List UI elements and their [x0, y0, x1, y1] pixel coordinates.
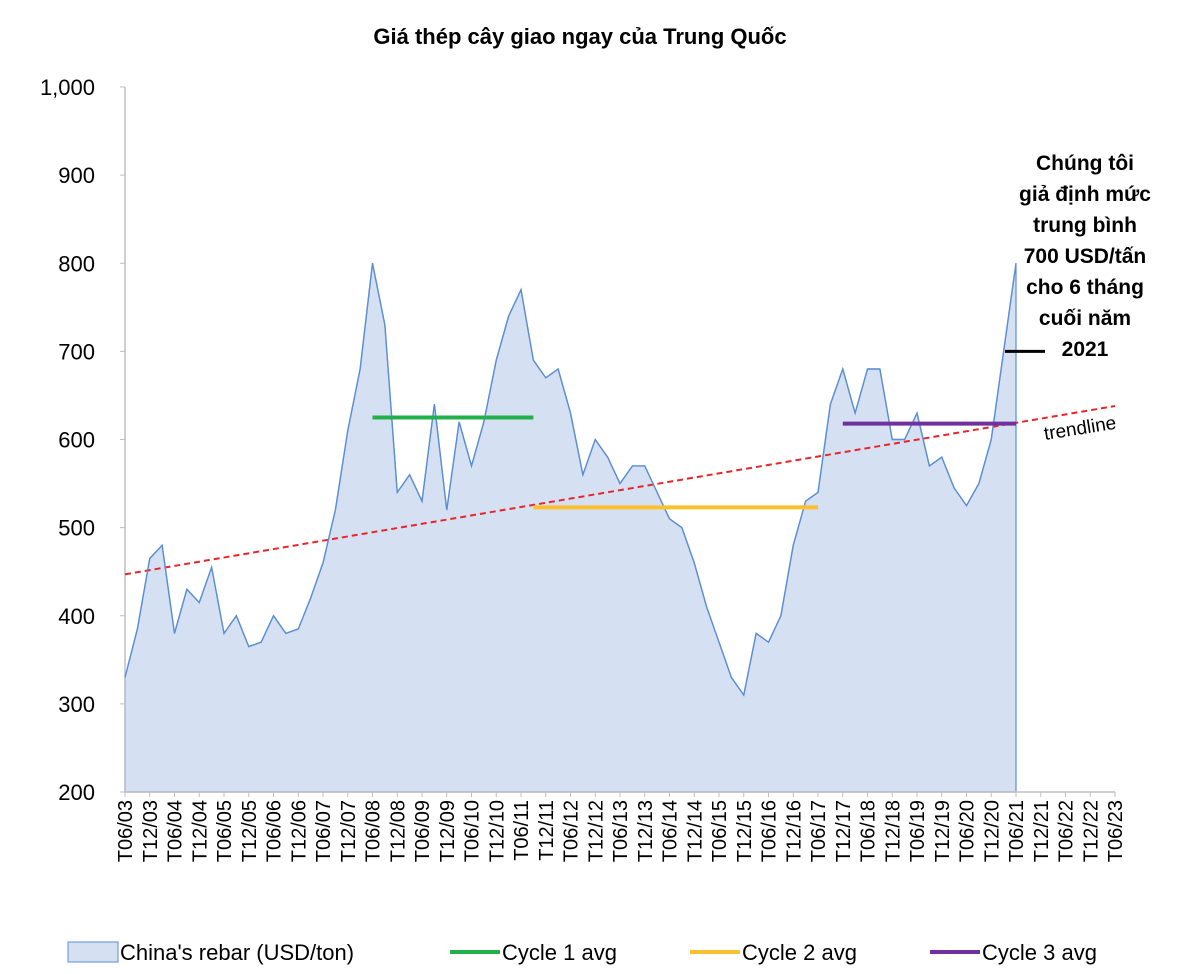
y-tick-label: 300 — [58, 692, 95, 717]
legend-label: Cycle 1 avg — [502, 940, 617, 965]
annotation-text: Chúng tôi — [1036, 152, 1134, 175]
x-tick-label: T12/16 — [783, 800, 805, 862]
y-tick-label: 600 — [58, 428, 95, 453]
x-tick-label: T12/05 — [239, 800, 261, 862]
y-tick-label: 800 — [58, 251, 95, 276]
x-tick-label: T06/07 — [313, 800, 335, 862]
x-tick-label: T06/17 — [808, 800, 830, 862]
x-tick-label: T06/08 — [363, 800, 385, 862]
x-tick-label: T12/22 — [1080, 800, 1102, 862]
x-tick-label: T06/16 — [759, 800, 781, 862]
legend-item: Cycle 3 avg — [930, 940, 1097, 965]
annotation-text: giả định mức — [1019, 183, 1151, 206]
y-tick-label: 1,000 — [40, 75, 95, 100]
x-tick-label: T06/13 — [610, 800, 632, 862]
x-tick-label: T12/04 — [189, 800, 211, 862]
chart-title: Giá thép cây giao ngay của Trung Quốc — [373, 24, 786, 49]
x-tick-label: T12/08 — [387, 800, 409, 862]
x-tick-label: T12/12 — [585, 800, 607, 862]
legend-item: China's rebar (USD/ton) — [67, 940, 354, 965]
area-line — [124, 263, 1017, 697]
annotation-text: trung bình — [1033, 214, 1137, 237]
annotation-text: 700 USD/tấn — [1024, 245, 1147, 268]
x-tick-label: T06/21 — [1006, 800, 1028, 862]
trendline-label: trendline — [1042, 413, 1117, 445]
x-tick-label: T06/10 — [462, 800, 484, 862]
x-tick-label: T12/13 — [635, 800, 657, 862]
legend-item: Cycle 2 avg — [690, 940, 857, 965]
x-tick-label: T06/18 — [858, 800, 880, 862]
x-tick-label: T12/19 — [932, 800, 954, 862]
annotation-text: cuối năm — [1039, 307, 1131, 330]
area-fill — [124, 263, 1017, 793]
x-tick-label: T12/20 — [981, 800, 1003, 862]
trendline — [124, 405, 1116, 576]
x-tick-label: T06/19 — [907, 800, 929, 862]
x-tick-label: T06/14 — [660, 800, 682, 862]
legend-label: China's rebar (USD/ton) — [120, 940, 354, 965]
x-tick-label: T06/12 — [561, 800, 583, 862]
annotation-text: 2021 — [1062, 338, 1109, 361]
x-tick-label: T12/21 — [1031, 800, 1053, 862]
y-tick-label: 400 — [58, 604, 95, 629]
x-tick-label: T06/04 — [165, 800, 187, 862]
y-tick-label: 900 — [58, 163, 95, 188]
x-tick-label: T12/10 — [486, 800, 508, 862]
x-tick-label: T06/06 — [264, 800, 286, 862]
x-tick-label: T12/03 — [140, 800, 162, 862]
x-tick-label: T06/11 — [511, 800, 533, 861]
x-tick-label: T06/05 — [214, 800, 236, 862]
x-tick-label: T06/22 — [1056, 800, 1078, 862]
annotation-text: cho 6 tháng — [1026, 276, 1144, 299]
y-tick-label: 200 — [58, 780, 95, 805]
x-tick-label: T12/06 — [288, 800, 310, 862]
legend-swatch — [67, 941, 119, 963]
x-tick-label: T12/11 — [536, 800, 558, 861]
y-tick-label: 700 — [58, 339, 95, 364]
x-tick-label: T06/23 — [1105, 800, 1127, 862]
y-tick-label: 500 — [58, 516, 95, 541]
x-tick-label: T06/09 — [412, 800, 434, 862]
x-tick-label: T06/03 — [115, 800, 137, 862]
x-tick-label: T12/09 — [437, 800, 459, 862]
x-tick-label: T12/14 — [684, 800, 706, 862]
legend-item: Cycle 1 avg — [450, 940, 617, 965]
legend-label: Cycle 2 avg — [742, 940, 857, 965]
legend-label: Cycle 3 avg — [982, 940, 1097, 965]
x-tick-label: T12/17 — [833, 800, 855, 862]
x-tick-label: T06/20 — [957, 800, 979, 862]
x-tick-label: T12/15 — [734, 800, 756, 862]
x-tick-label: T12/18 — [882, 800, 904, 862]
x-tick-label: T06/15 — [709, 800, 731, 862]
x-tick-label: T12/07 — [338, 800, 360, 862]
